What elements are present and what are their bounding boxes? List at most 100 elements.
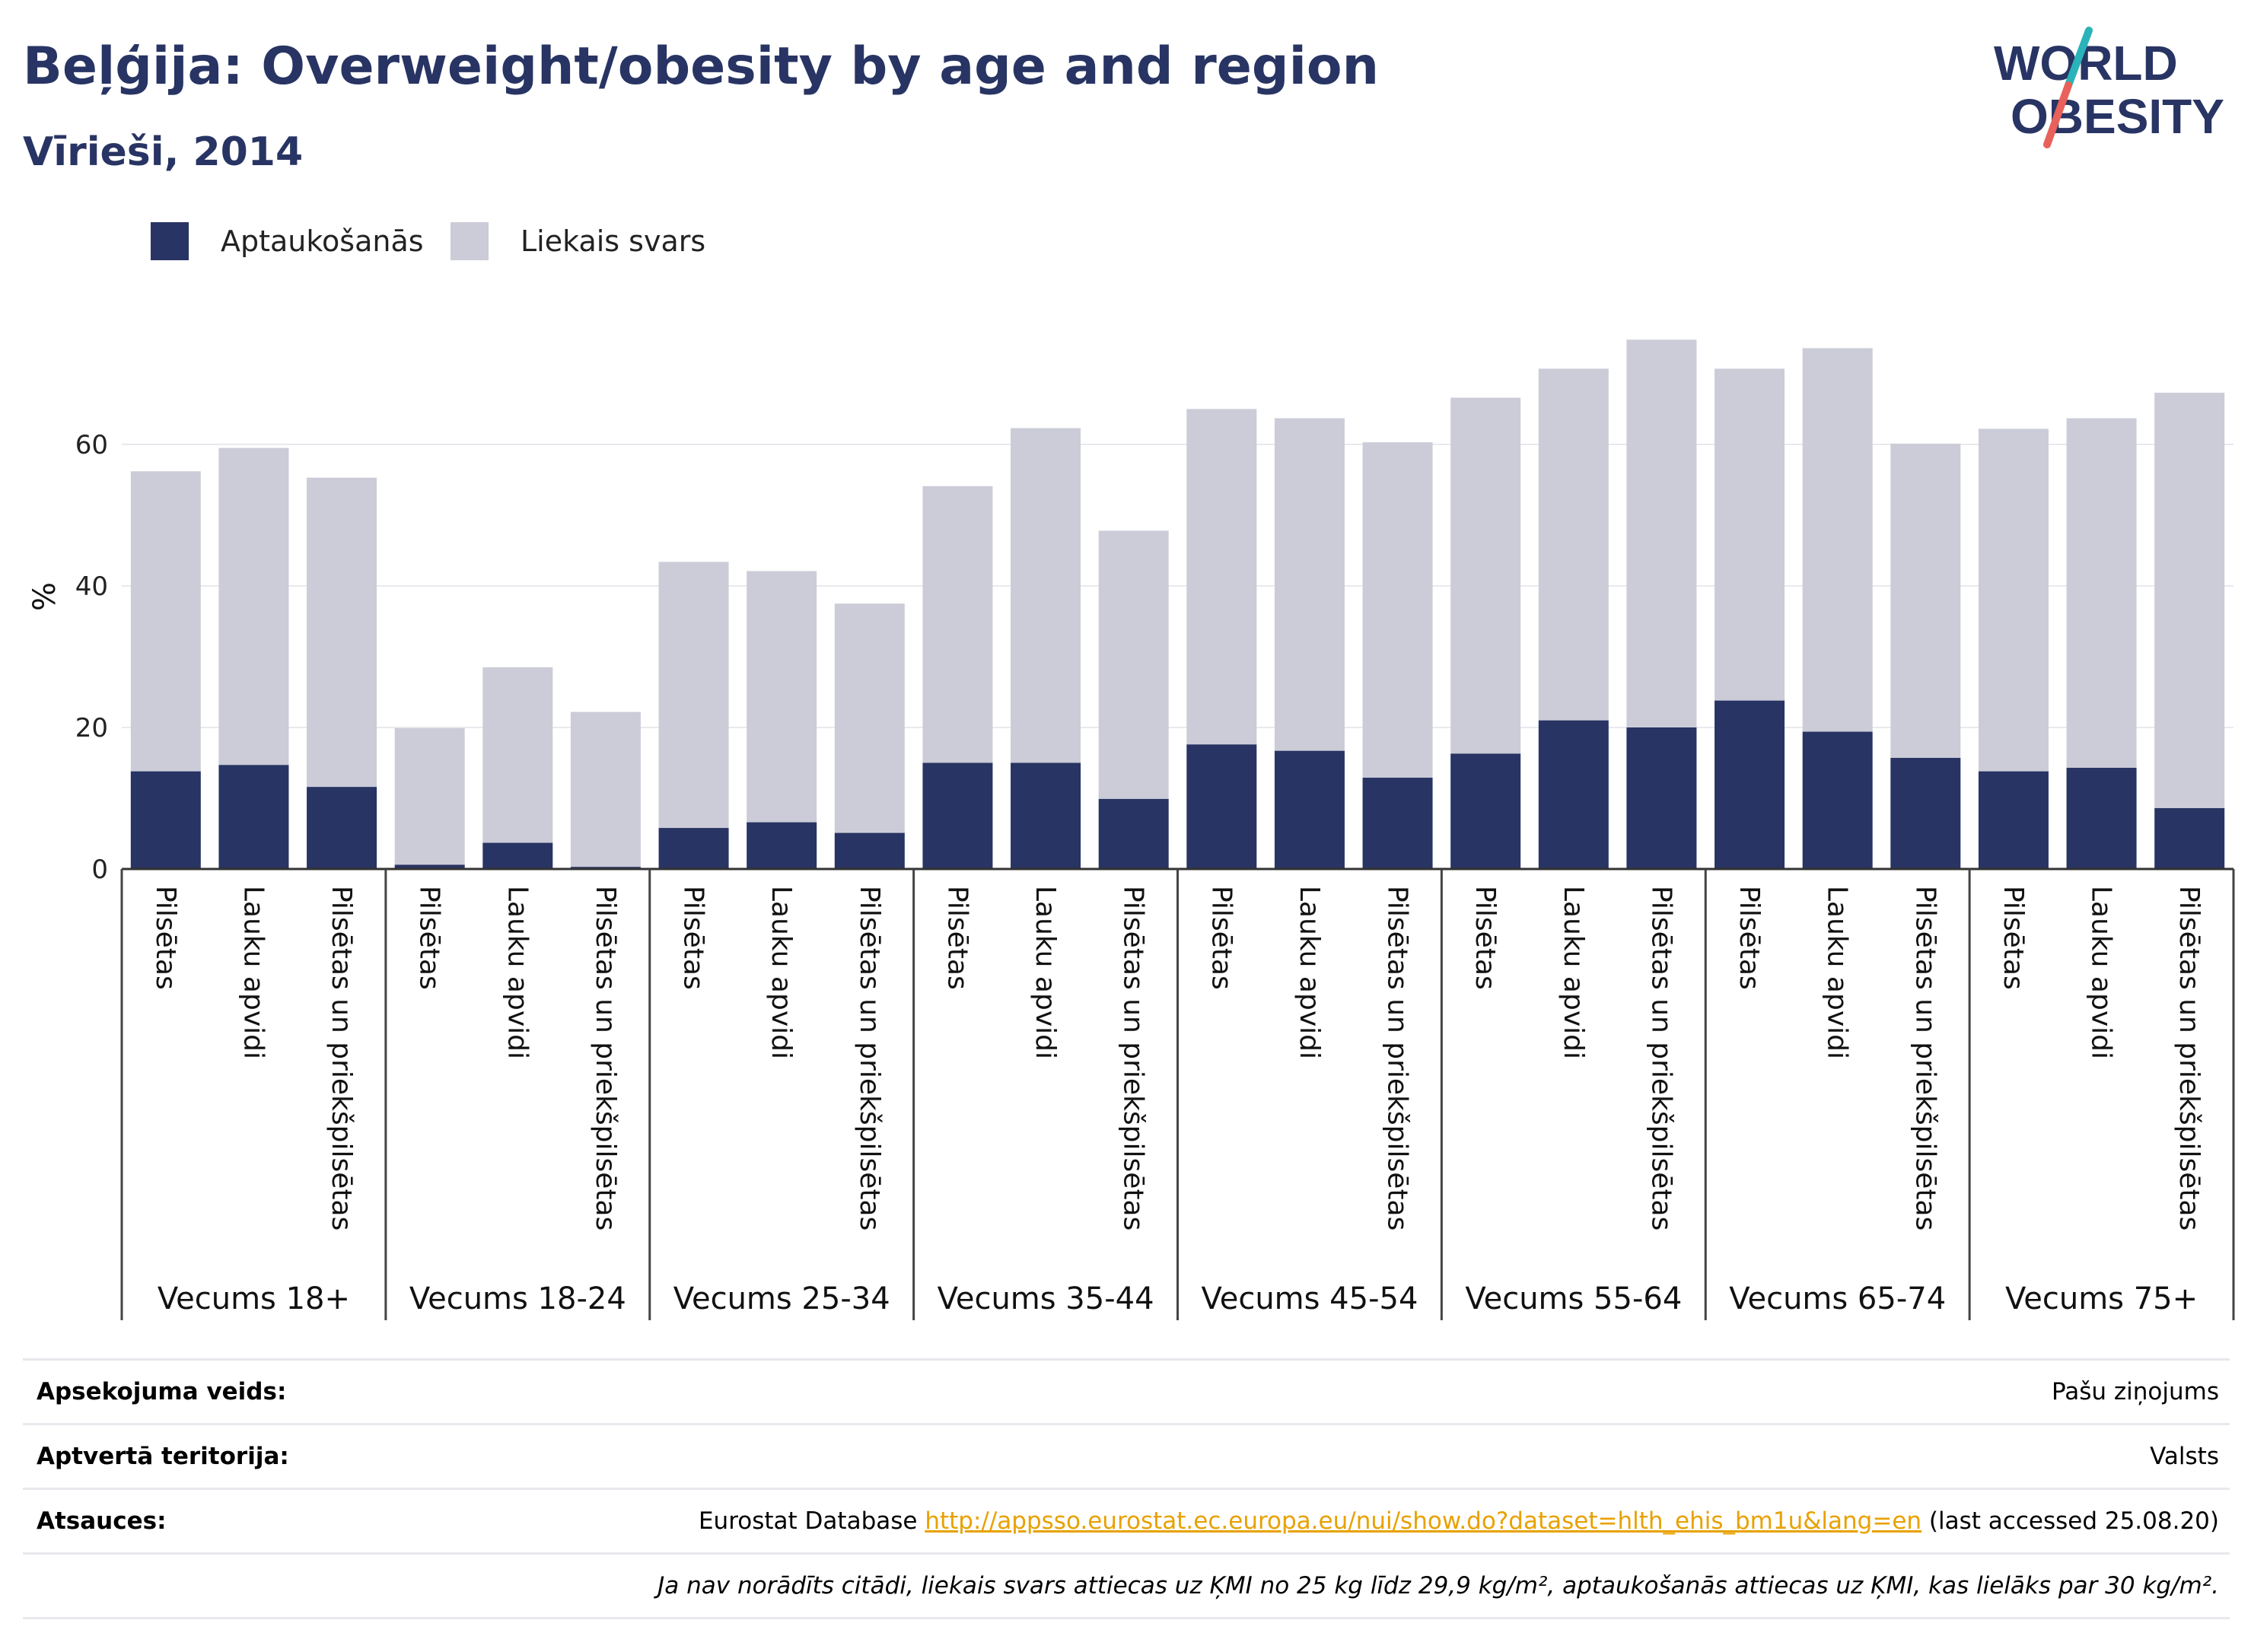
bar-overweight — [747, 571, 817, 823]
category-label: Pilsētas — [678, 886, 709, 990]
category-label: Pilsētas — [414, 886, 445, 990]
info-row-note: Ja nav norādīts citādi, liekais svars at… — [23, 1552, 2230, 1619]
bar-obesity — [834, 832, 905, 869]
category-label: Lauku apvidi — [1030, 886, 1061, 1059]
bar-overweight — [834, 603, 905, 833]
category-label: Pilsētas un priekšpilsētas — [1382, 886, 1413, 1230]
chart-title: Beļģija: Overweight/obesity by age and r… — [23, 37, 1380, 97]
bar-obesity — [1802, 731, 1873, 869]
bar-obesity — [2066, 768, 2137, 869]
references-value: Eurostat Database http://appsso.eurostat… — [699, 1507, 2230, 1535]
y-tick-label: 40 — [75, 571, 108, 602]
legend-item-obesity: Aptaukošanās — [151, 222, 424, 260]
bar-obesity — [1626, 727, 1697, 869]
bar-obesity — [1450, 753, 1521, 869]
coverage-value: Valsts — [2150, 1443, 2219, 1470]
bar-obesity — [394, 864, 465, 869]
category-label: Pilsētas un priekšpilsētas — [590, 886, 621, 1230]
category-label: Pilsētas — [1734, 886, 1765, 990]
survey-type-label: Apsekojuma veids: — [37, 1378, 287, 1405]
logo-slash-bottom — [2043, 81, 2072, 148]
bar-overweight — [394, 727, 465, 865]
group-label: Vecums 18-24 — [409, 1281, 626, 1316]
chart-subtitle: Vīrieši, 2014 — [23, 129, 304, 175]
definition-note: Ja nav norādīts citādi, liekais svars at… — [657, 1572, 2219, 1599]
bar-overweight — [1538, 368, 1609, 721]
legend-swatch-overweight — [451, 222, 489, 260]
bar-overweight — [2066, 418, 2137, 769]
group-label: Vecums 55-64 — [1465, 1281, 1682, 1316]
category-label: Pilsētas un priekšpilsētas — [326, 886, 357, 1230]
bar-overweight — [218, 447, 289, 766]
bar-obesity — [1274, 750, 1345, 869]
bar-overweight — [1362, 442, 1433, 778]
bar-overweight — [482, 667, 553, 843]
bar-obesity — [1011, 762, 1081, 869]
bar-overweight — [922, 485, 993, 763]
bar-obesity — [658, 828, 729, 869]
logo-line2: OBESITY — [2011, 89, 2224, 144]
group-label: Vecums 25-34 — [673, 1281, 890, 1316]
bar-overweight — [1890, 444, 1961, 758]
bar-obesity — [307, 787, 377, 869]
group-label: Vecums 45-54 — [1201, 1281, 1418, 1316]
bar-obesity — [1890, 757, 1961, 869]
bar-overweight — [1186, 409, 1257, 745]
logo-slash-top — [2065, 27, 2093, 89]
category-label: Lauku apvidi — [766, 886, 797, 1059]
bar-overweight — [1098, 530, 1169, 799]
category-label: Pilsētas — [941, 886, 973, 990]
survey-type-value: Pašu ziņojums — [2051, 1378, 2219, 1405]
category-label: Pilsētas un priekšpilsētas — [1909, 886, 1941, 1230]
bar-obesity — [1186, 744, 1257, 869]
info-row-references: Atsauces: Eurostat Database http://appss… — [23, 1488, 2230, 1552]
legend-label-overweight: Liekais svars — [521, 224, 706, 258]
y-tick-label: 0 — [91, 855, 108, 885]
category-label: Pilsētas — [1205, 886, 1237, 990]
category-label: Pilsētas — [150, 886, 181, 990]
references-prefix: Eurostat Database — [698, 1507, 918, 1535]
info-row-coverage: Aptvertā teritorija: Valsts — [23, 1423, 2230, 1488]
bar-overweight — [1715, 368, 1785, 701]
coverage-label: Aptvertā teritorija: — [37, 1443, 289, 1470]
category-label: Pilsētas un priekšpilsētas — [1118, 886, 1149, 1230]
bar-overweight — [658, 562, 729, 829]
references-link[interactable]: http://appsso.eurostat.ec.europa.eu/nui/… — [925, 1507, 1922, 1535]
references-label: Atsauces: — [37, 1507, 167, 1535]
bar-overweight — [1011, 428, 1081, 763]
legend-label-obesity: Aptaukošanās — [221, 224, 424, 258]
category-label: Pilsētas un priekšpilsētas — [1645, 886, 1676, 1230]
group-label: Vecums 18+ — [158, 1281, 350, 1316]
bar-overweight — [2154, 393, 2225, 809]
category-label: Lauku apvidi — [1558, 886, 1589, 1059]
category-label: Pilsētas un priekšpilsētas — [2173, 886, 2205, 1230]
bar-obesity — [2154, 808, 2225, 869]
y-axis-label: % — [27, 582, 62, 611]
bar-overweight — [570, 711, 641, 867]
world-obesity-logo: WORLD OBESITY — [1994, 27, 2224, 148]
bar-overweight — [1978, 428, 2049, 772]
bar-obesity — [1538, 720, 1609, 869]
category-label: Pilsētas — [1469, 886, 1501, 990]
bar-overweight — [1274, 418, 1345, 751]
y-tick-label: 20 — [75, 713, 108, 743]
bar-chart: 0 20 40 60% Pilsētas Lauku apvidi Pilsētas un … — [27, 339, 2235, 1320]
group-label: Vecums 65-74 — [1729, 1281, 1946, 1316]
bar-overweight — [307, 477, 377, 788]
bar-obesity — [1715, 700, 1785, 869]
category-label: Lauku apvidi — [2086, 886, 2117, 1059]
bar-overweight — [130, 471, 201, 772]
bar-obesity — [130, 771, 201, 869]
bar-overweight — [1626, 339, 1697, 727]
category-label: Lauku apvidi — [1822, 886, 1853, 1059]
info-row-survey-type: Apsekojuma veids: Pašu ziņojums — [23, 1358, 2230, 1423]
bar-obesity — [922, 762, 993, 869]
group-label: Vecums 75+ — [2005, 1281, 2198, 1316]
category-label: Lauku apvidi — [501, 886, 533, 1059]
category-label: Pilsētas — [1998, 886, 2029, 990]
category-label: Pilsētas un priekšpilsētas — [854, 886, 885, 1230]
legend-item-overweight: Liekais svars — [451, 222, 705, 260]
bar-obesity — [218, 765, 289, 869]
bar-overweight — [1450, 397, 1521, 754]
legend-swatch-obesity — [151, 222, 189, 260]
